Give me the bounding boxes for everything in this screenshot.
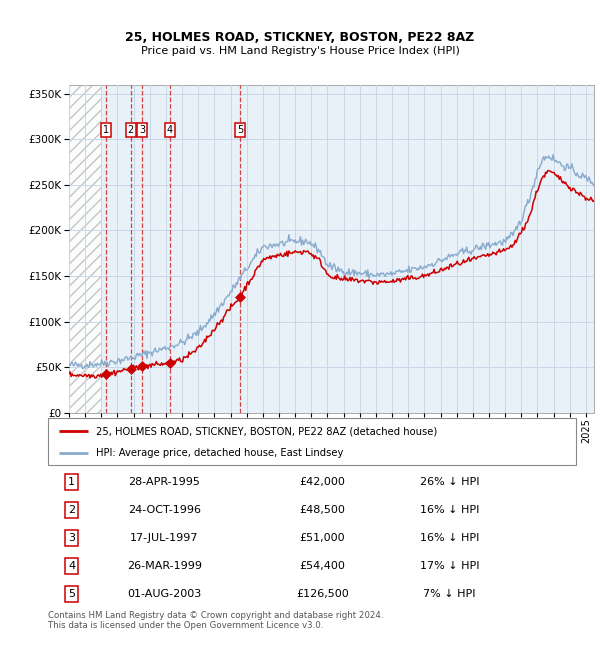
Text: 2: 2 [68,505,76,515]
Text: 1: 1 [103,125,110,135]
Text: 26-MAR-1999: 26-MAR-1999 [127,561,202,571]
Text: 4: 4 [167,125,173,135]
Text: 25, HOLMES ROAD, STICKNEY, BOSTON, PE22 8AZ: 25, HOLMES ROAD, STICKNEY, BOSTON, PE22 … [125,31,475,44]
Text: 16% ↓ HPI: 16% ↓ HPI [419,533,479,543]
Text: 16% ↓ HPI: 16% ↓ HPI [419,505,479,515]
Text: 4: 4 [68,561,76,571]
Text: 7% ↓ HPI: 7% ↓ HPI [423,589,476,599]
Text: Price paid vs. HM Land Registry's House Price Index (HPI): Price paid vs. HM Land Registry's House … [140,46,460,56]
Text: 3: 3 [139,125,145,135]
Bar [69,84,101,413]
Text: 3: 3 [68,533,75,543]
Text: 5: 5 [237,125,243,135]
FancyBboxPatch shape [48,418,576,465]
Text: 2: 2 [128,125,134,135]
Text: 1: 1 [68,477,75,487]
Text: 25, HOLMES ROAD, STICKNEY, BOSTON, PE22 8AZ (detached house): 25, HOLMES ROAD, STICKNEY, BOSTON, PE22 … [95,426,437,436]
Text: 17-JUL-1997: 17-JUL-1997 [130,533,199,543]
Text: 26% ↓ HPI: 26% ↓ HPI [419,477,479,487]
Text: HPI: Average price, detached house, East Lindsey: HPI: Average price, detached house, East… [95,448,343,458]
Text: 28-APR-1995: 28-APR-1995 [128,477,200,487]
Text: Contains HM Land Registry data © Crown copyright and database right 2024.
This d: Contains HM Land Registry data © Crown c… [48,611,383,630]
Text: £51,000: £51,000 [300,533,346,543]
Text: £126,500: £126,500 [296,589,349,599]
Text: 5: 5 [68,589,75,599]
Text: 17% ↓ HPI: 17% ↓ HPI [419,561,479,571]
Text: £42,000: £42,000 [299,477,346,487]
Text: £54,400: £54,400 [299,561,346,571]
Text: £48,500: £48,500 [299,505,346,515]
Text: 01-AUG-2003: 01-AUG-2003 [127,589,201,599]
Text: 24-OCT-1996: 24-OCT-1996 [128,505,200,515]
